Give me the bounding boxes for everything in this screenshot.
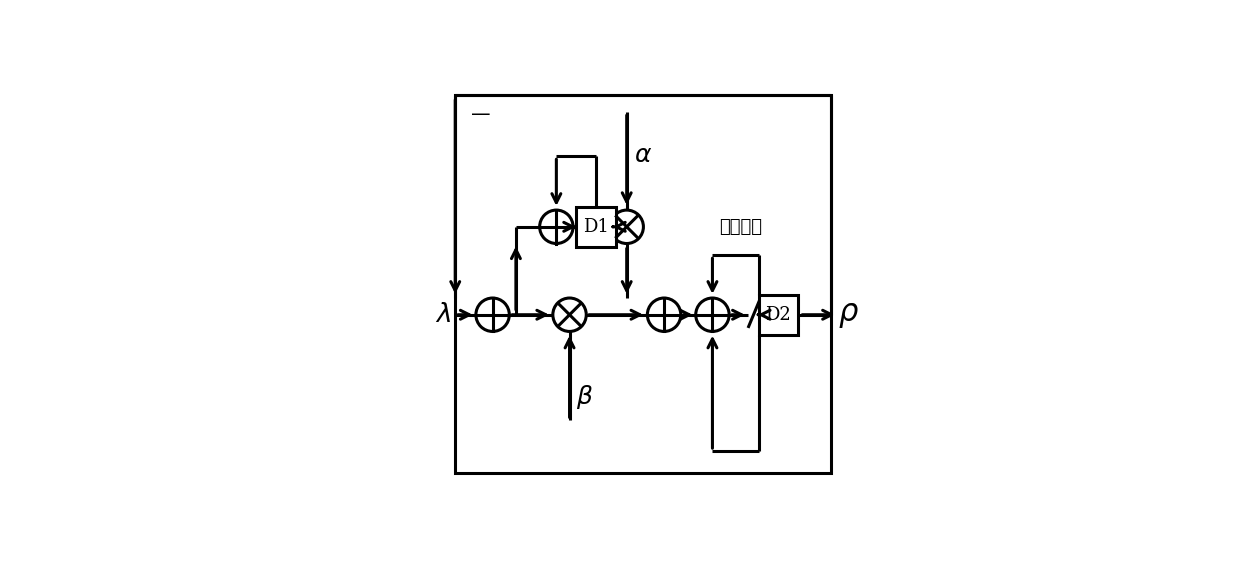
FancyBboxPatch shape [577, 207, 616, 247]
Text: $\alpha$: $\alpha$ [634, 144, 652, 167]
Text: $\beta$: $\beta$ [577, 383, 594, 411]
Text: D2: D2 [765, 305, 791, 324]
Text: D1: D1 [583, 218, 609, 236]
Text: —: — [471, 105, 490, 124]
FancyBboxPatch shape [455, 95, 831, 473]
Text: $\rho$: $\rho$ [838, 299, 859, 330]
Text: $\lambda$: $\lambda$ [435, 302, 451, 327]
FancyBboxPatch shape [759, 295, 799, 335]
Text: 切换开关: 切换开关 [719, 218, 763, 236]
